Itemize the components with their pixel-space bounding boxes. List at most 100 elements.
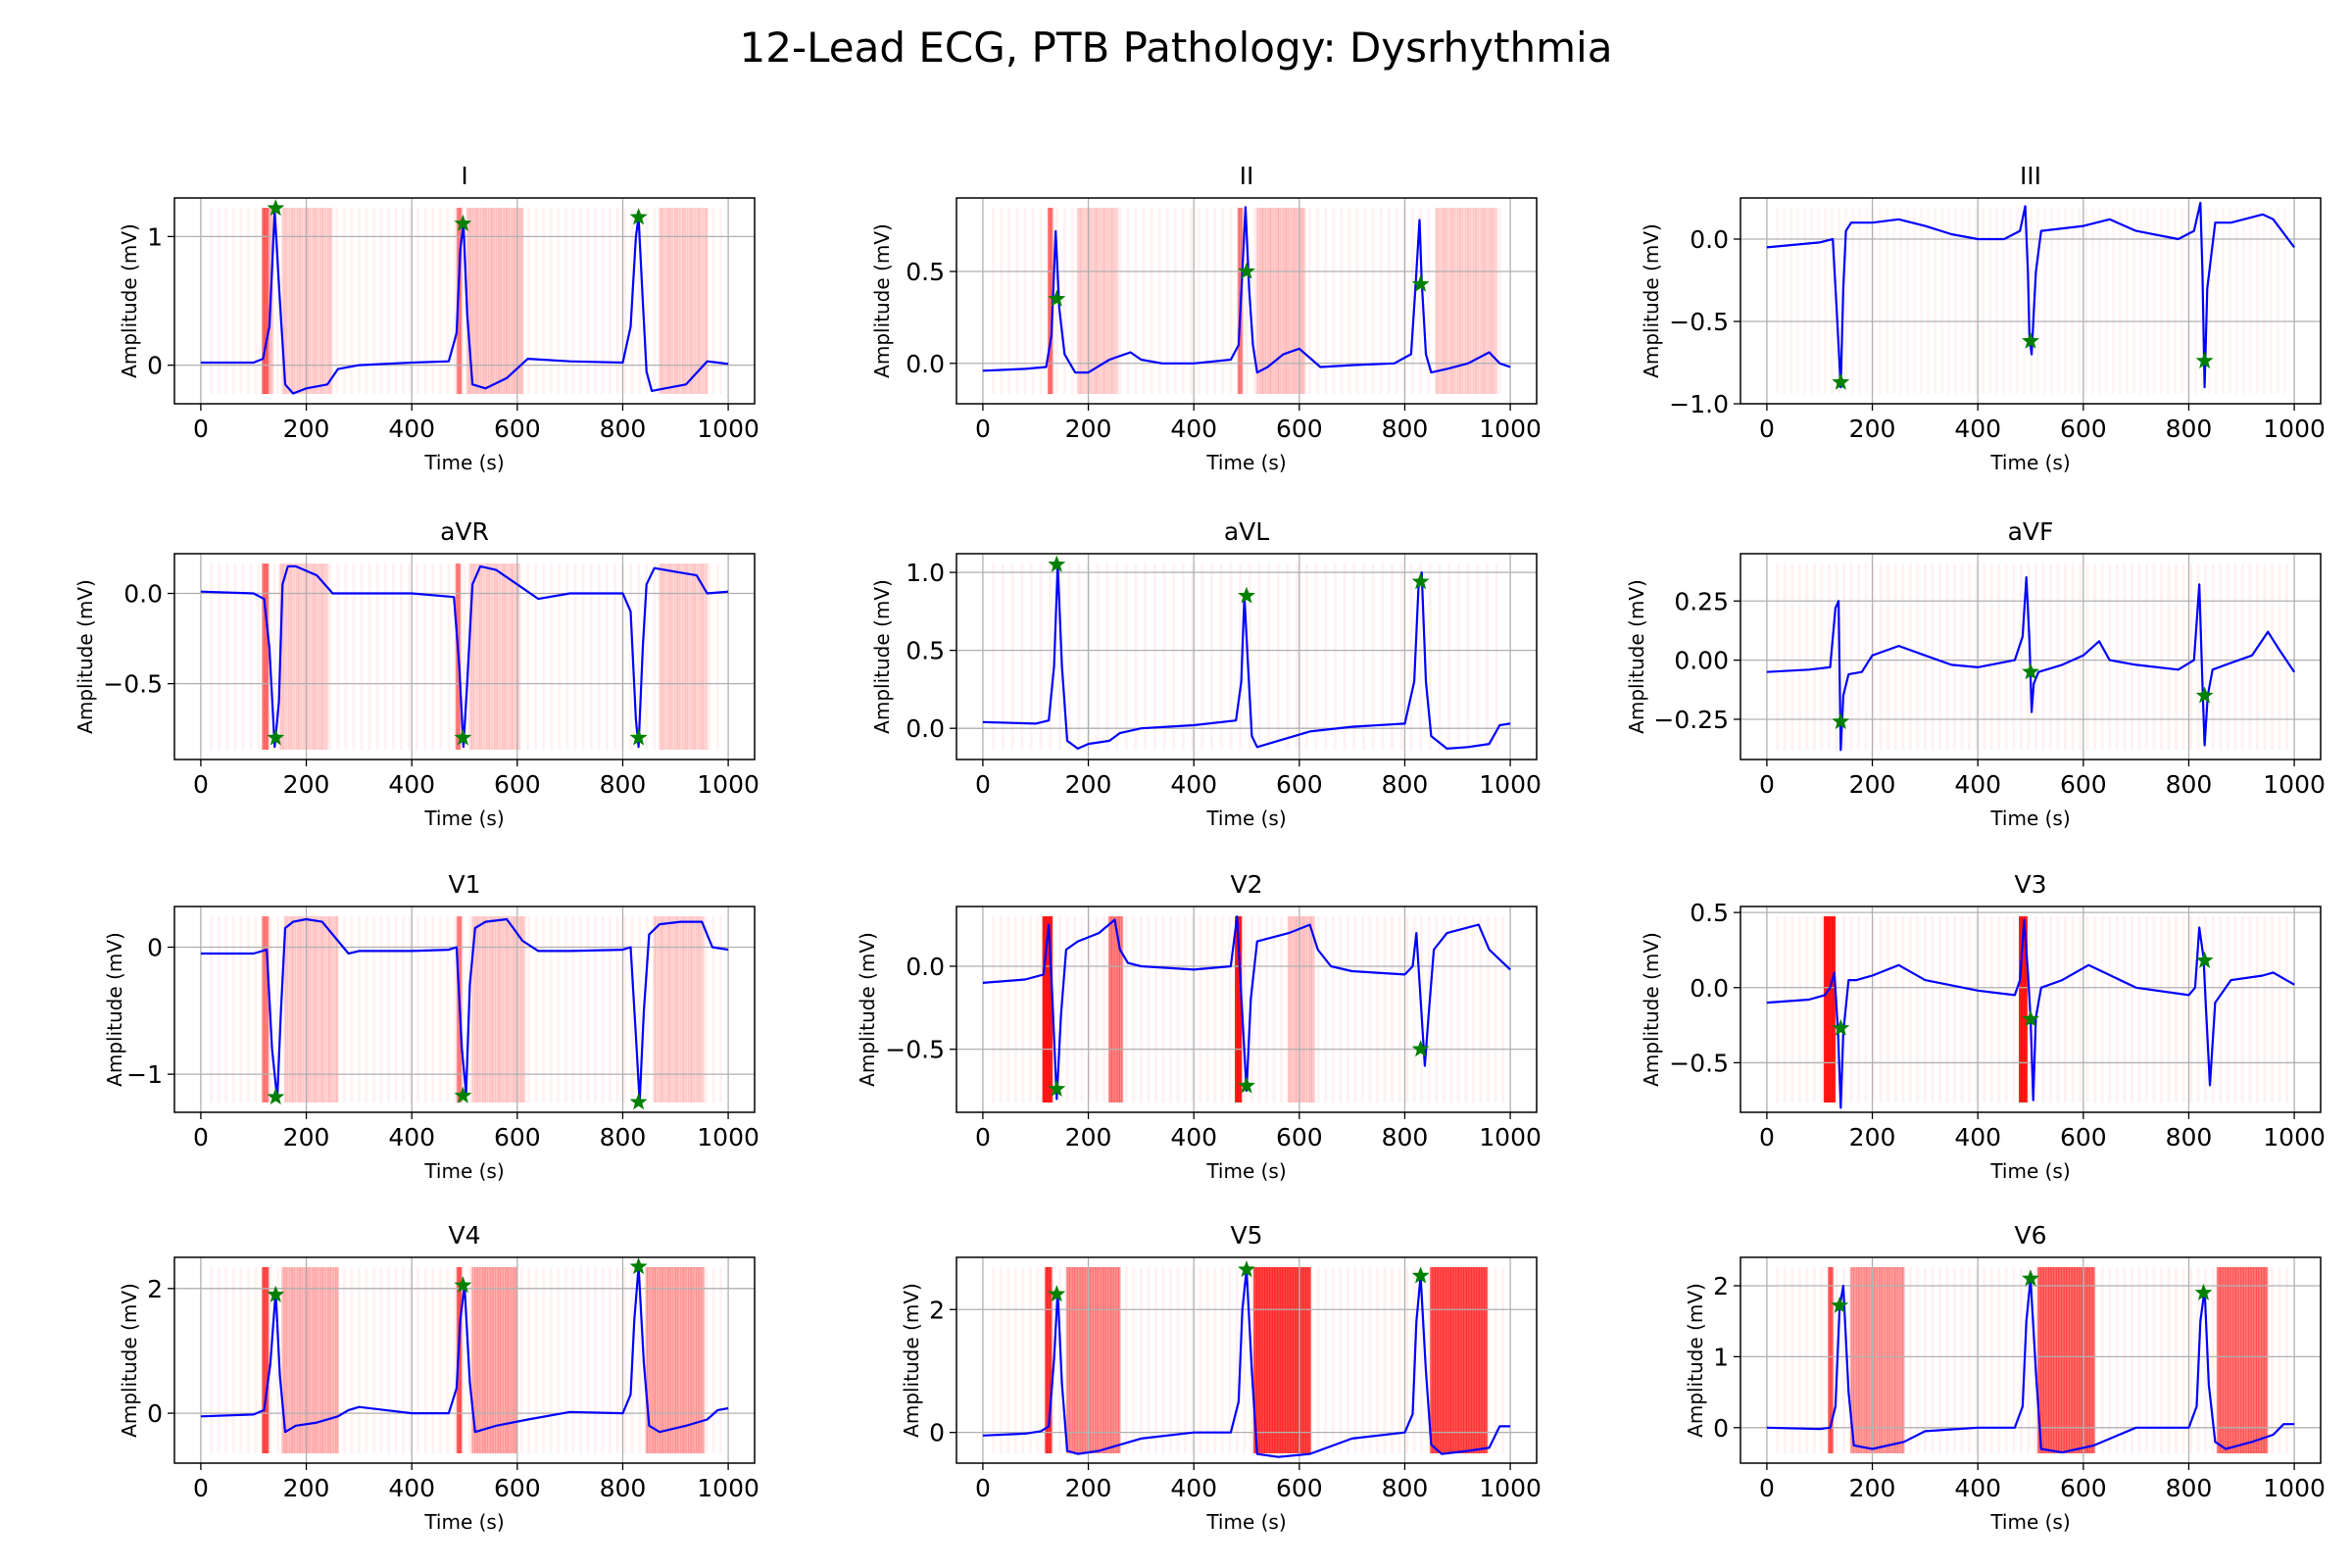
x-tick-label: 400	[388, 770, 435, 799]
peak-marker	[1048, 289, 1066, 307]
x-tick-label: 800	[2166, 1474, 2213, 1502]
x-tick-label: 200	[1065, 1474, 1112, 1502]
y-axis-label: Amplitude (mV)	[870, 579, 894, 734]
peak-marker	[629, 208, 648, 225]
x-tick-label: 1000	[1479, 770, 1542, 799]
y-tick-label: 1	[147, 222, 163, 251]
peak-marker	[267, 199, 285, 217]
peak-marker	[1832, 372, 1850, 390]
peak-marker	[454, 1086, 472, 1103]
peak-marker	[454, 214, 472, 231]
x-tick-label: 0	[1759, 770, 1775, 799]
y-tick-label: 2	[929, 1296, 945, 1324]
x-tick-label: 400	[1954, 770, 2001, 799]
panel-title: V1	[448, 870, 480, 899]
x-tick-label: 600	[2060, 1123, 2107, 1152]
x-tick-label: 400	[388, 1123, 435, 1152]
x-axis-label: Time (s)	[423, 451, 504, 474]
x-tick-label: 1000	[697, 415, 760, 443]
peak-marker	[1831, 1296, 1849, 1313]
x-tick-label: 400	[1170, 1474, 1217, 1502]
x-tick-label: 400	[1170, 1123, 1217, 1152]
peak-marker	[1411, 1266, 1430, 1284]
peak-marker	[267, 1087, 285, 1105]
x-axis-label: Time (s)	[423, 1159, 504, 1183]
x-tick-label: 400	[388, 1474, 435, 1502]
x-tick-label: 800	[2166, 770, 2213, 799]
peak-marker	[629, 728, 648, 746]
panel-title: V6	[2014, 1221, 2046, 1250]
y-tick-label: 0.5	[906, 637, 945, 665]
x-tick-label: 800	[600, 1474, 647, 1502]
peak-marker	[1411, 1040, 1430, 1057]
panel-title: aVR	[440, 517, 489, 546]
peak-marker	[267, 728, 285, 746]
x-tick-label: 800	[1382, 1123, 1429, 1152]
plot-area	[956, 1257, 1537, 1463]
panel-title: V2	[1230, 870, 1262, 899]
y-tick-label: 0.0	[906, 350, 945, 378]
ecg-trace	[200, 210, 729, 395]
y-tick-label: 0.5	[906, 258, 945, 286]
x-tick-label: 200	[1065, 770, 1112, 799]
x-tick-label: 600	[494, 770, 541, 799]
y-tick-label: −0.5	[885, 1036, 945, 1064]
x-tick-label: 200	[1849, 415, 1896, 443]
y-axis-label: Amplitude (mV)	[1640, 223, 1663, 378]
ecg-trace	[1766, 575, 2296, 752]
panel-title: V3	[2014, 870, 2046, 899]
x-tick-label: 800	[2166, 415, 2213, 443]
y-tick-label: 0	[1713, 1414, 1729, 1443]
y-tick-label: −1.0	[1669, 390, 1729, 418]
x-axis-label: Time (s)	[1989, 807, 2070, 830]
plot-area	[174, 906, 755, 1112]
plot-area	[174, 198, 755, 404]
peak-marker	[1238, 1076, 1255, 1094]
panel-avr: 0 200 400 600 800 1000 −0.5 0.0 aVR Time (s) Ampli…	[74, 517, 760, 830]
y-tick-label: −1	[126, 1060, 163, 1089]
plot-area	[174, 554, 755, 760]
x-tick-label: 600	[1276, 1474, 1323, 1502]
y-tick-label: 2	[147, 1275, 163, 1303]
x-axis-label: Time (s)	[423, 1510, 504, 1534]
x-tick-label: 200	[283, 770, 330, 799]
x-tick-label: 1000	[2263, 770, 2326, 799]
axes-frame	[1740, 553, 2322, 760]
y-tick-label: −0.5	[103, 670, 163, 699]
x-tick-label: 800	[600, 415, 647, 443]
panel-title: V4	[448, 1221, 480, 1250]
panel-ii: 0 200 400 600 800 1000 0.0 0.5 II Time (s) Amplitu…	[870, 162, 1542, 474]
peak-marker	[1411, 572, 1430, 590]
x-tick-label: 600	[1276, 415, 1323, 443]
peak-marker	[2022, 662, 2039, 680]
axes-frame	[1740, 906, 2322, 1113]
x-tick-label: 600	[1276, 770, 1323, 799]
ecg-trace	[200, 564, 729, 749]
x-tick-label: 0	[193, 1474, 209, 1502]
x-tick-label: 600	[494, 1474, 541, 1502]
panel-title: V5	[1230, 1221, 1262, 1250]
x-axis-label: Time (s)	[1989, 1510, 2070, 1534]
peak-marker	[1411, 274, 1430, 292]
axes-frame	[173, 1256, 756, 1464]
y-tick-label: 0	[147, 933, 163, 961]
x-tick-label: 600	[494, 415, 541, 443]
plot-area	[174, 1257, 755, 1463]
peak-marker	[2195, 686, 2214, 704]
x-tick-label: 1000	[697, 770, 760, 799]
y-tick-label: −0.5	[1669, 1049, 1729, 1077]
y-tick-label: 1	[1713, 1343, 1729, 1371]
peak-marker	[629, 1257, 648, 1275]
panel-title: aVF	[2008, 517, 2054, 546]
x-axis-label: Time (s)	[1989, 1159, 2070, 1183]
panel-v2: 0 200 400 600 800 1000 −0.5 0.0 V2 Time (s) Amplit…	[856, 870, 1542, 1183]
peak-marker	[629, 1093, 648, 1110]
x-tick-label: 600	[494, 1123, 541, 1152]
x-tick-label: 400	[1170, 415, 1217, 443]
peak-marker	[2195, 951, 2214, 968]
axes-frame	[173, 906, 756, 1113]
x-tick-label: 600	[1276, 1123, 1323, 1152]
x-axis-label: Time (s)	[1205, 1510, 1286, 1534]
panel-i: 0 200 400 600 800 1000 0 1 I Time (s) Amplitude (m…	[118, 162, 760, 474]
x-tick-label: 1000	[2263, 1474, 2326, 1502]
